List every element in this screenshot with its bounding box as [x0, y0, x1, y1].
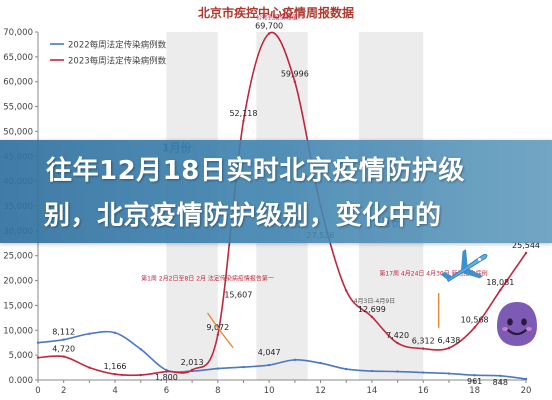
data-label-0: 8,112	[52, 328, 75, 337]
series-0-point-4	[139, 347, 142, 351]
series-0-point-19	[524, 377, 528, 381]
x-tick-label-6: 12	[315, 386, 326, 396]
x-tick-label-7: 14	[366, 386, 377, 396]
series-0-point-17	[473, 374, 476, 377]
data-label-8: 69,700	[255, 21, 283, 30]
series-0-point-7	[216, 367, 219, 370]
legend-label-0: 2022每周法定传染病例数	[68, 40, 167, 51]
headline-banner	[0, 140, 552, 243]
series-1-point-13	[370, 315, 374, 319]
data-label-10: 4,047	[258, 348, 281, 357]
series-0-point-11	[319, 361, 322, 365]
smiley-icon	[497, 302, 537, 346]
annotation-4: 第1周 2月2日至8日 2月 法定传染病疫情报告第一	[141, 275, 274, 283]
annotation-6: 4月3日-4月9日	[354, 298, 395, 305]
x-tick-label-0: 0	[35, 386, 40, 396]
y-tick-label-13: 65,000	[3, 53, 33, 63]
data-label-9: 59,996	[281, 70, 309, 79]
x-tick-label-10: 20	[521, 386, 532, 396]
series-1-point-15	[422, 347, 425, 350]
legend-label-1: 2023每周法定传染病例数	[68, 56, 167, 67]
series-0-point-10	[293, 358, 297, 362]
series-1-point-0	[36, 356, 40, 359]
series-1-point-2	[88, 366, 91, 369]
y-tick-label-14: 70,000	[3, 28, 33, 38]
series-1-point-17	[473, 326, 476, 329]
data-label-13: 7,420	[386, 331, 409, 340]
x-tick-label-2: 4	[112, 386, 117, 396]
series-0-point-14	[396, 370, 399, 373]
series-1-point-7	[216, 333, 219, 337]
series-1-point-3	[113, 373, 117, 376]
chart-title: 北京市疾控中心疫情周报数据	[198, 5, 354, 20]
annotation-arrow-1	[206, 312, 234, 349]
headline-line-1: 往年12月18日实时北京疫情防护级	[46, 156, 465, 186]
y-tick-label-11: 55,000	[3, 103, 33, 113]
data-label-6: 15,607	[224, 290, 252, 299]
data-label-16: 10,568	[461, 315, 489, 324]
annotation-3: 公布到疫情峰值	[256, 14, 298, 22]
y-tick-label-1: 5,000	[9, 351, 33, 361]
y-tick-label-10: 50,000	[3, 127, 33, 137]
y-tick-label-5: 25,000	[3, 252, 33, 262]
data-label-15: 6,438	[437, 336, 460, 345]
y-tick-label-0: 0.000	[9, 376, 33, 386]
data-label-20: 848	[493, 378, 508, 387]
series-1-point-12	[345, 289, 348, 292]
data-label-18: 25,544	[512, 241, 540, 250]
series-1-point-1	[62, 355, 65, 358]
series-0-point-15	[422, 371, 425, 374]
series-1-point-9	[267, 32, 271, 35]
series-0-point-3	[113, 331, 117, 334]
data-label-12: 12,699	[358, 305, 386, 314]
data-label-14: 6,312	[412, 337, 435, 346]
x-tick-label-1: 2	[61, 386, 66, 396]
x-tick-label-5: 10	[264, 386, 275, 396]
data-label-4: 2,013	[181, 358, 204, 367]
series-1-point-8	[242, 119, 245, 123]
series-0-point-13	[370, 369, 374, 373]
y-tick-label-2: 10,000	[3, 326, 33, 336]
airplane-icon	[440, 249, 488, 283]
series-line-0	[37, 330, 527, 380]
x-tick-label-4: 8	[215, 386, 220, 396]
series-0-point-9	[267, 363, 271, 367]
data-label-1: 4,720	[52, 345, 75, 354]
series-line-1	[37, 31, 527, 377]
series-0-point-12	[345, 367, 348, 371]
series-0-point-1	[62, 338, 65, 341]
series-0-point-2	[88, 332, 91, 335]
series-1-point-10	[293, 80, 297, 83]
data-label-7: 52,118	[229, 109, 257, 118]
x-tick-label-8: 16	[418, 386, 429, 396]
series-0-point-8	[242, 365, 245, 369]
annotation-5: 第17周 4月24日 4月30日 新冠报告病例	[379, 270, 487, 278]
series-0-point-18	[499, 374, 502, 377]
series-1-point-14	[396, 341, 399, 345]
data-label-17: 18,081	[486, 278, 514, 287]
series-1-point-5	[165, 370, 168, 373]
x-tick-label-3: 6	[164, 386, 169, 396]
data-label-2: 1,166	[104, 362, 127, 371]
series-0-point-16	[447, 372, 451, 375]
series-1-point-19	[524, 251, 528, 255]
series-1-point-16	[447, 346, 451, 350]
data-label-19: 961	[467, 377, 482, 386]
series-1-point-6	[190, 368, 194, 372]
y-tick-label-4: 20,000	[3, 277, 33, 287]
series-0-point-0	[36, 341, 40, 344]
y-tick-label-12: 60,000	[3, 78, 33, 88]
y-tick-label-3: 15,000	[3, 301, 33, 311]
headline-line-2: 别，北京疫情防护级别，变化中的	[44, 201, 442, 231]
series-1-point-18	[499, 288, 502, 292]
x-tick-label-9: 18	[469, 386, 480, 396]
data-label-3: 1,800	[155, 373, 178, 382]
series-1-point-4	[139, 373, 142, 377]
